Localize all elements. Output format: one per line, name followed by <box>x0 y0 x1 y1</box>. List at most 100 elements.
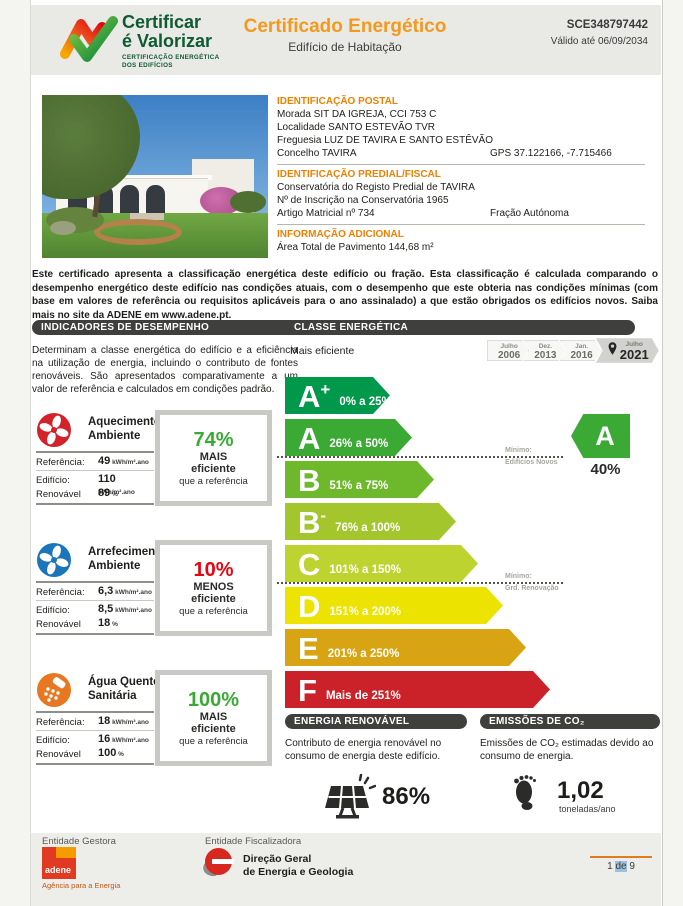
section-heading-postal: IDENTIFICAÇÃO POSTAL <box>277 96 398 107</box>
document-subtitle: Edifício de Habitação <box>288 40 402 54</box>
renewable-percent-value: 86% <box>382 783 431 810</box>
logo-tagline1: CERTIFICAÇÃO ENERGÉTICA <box>122 54 220 61</box>
solar-panel-icon <box>322 773 377 825</box>
renewable-row: Renovável 89 % <box>36 487 118 501</box>
regulation-year-tabs: Julho 2006 Dez. 2013 Jan. 2016 Julho 202… <box>487 338 659 363</box>
photo-path <box>94 219 182 245</box>
energy-class-bar-c: C 101% a 150% <box>285 545 478 582</box>
page-number-rule <box>590 856 652 858</box>
indicator-agua-quente: Água Quente Sanitária Referência: 18 kWh… <box>36 670 272 770</box>
selected-text: de <box>615 861 627 872</box>
photo-roof <box>52 175 212 180</box>
energia-renovavel-heading: ENERGIA RENOVÁVEL <box>285 714 467 729</box>
intro-paragraph: Este certificado apresenta a classificaç… <box>32 269 658 321</box>
efficiency-badge: 10% MENOS eficiente que a referência <box>155 540 272 636</box>
adene-tagline: Agência para a Energia <box>42 881 121 890</box>
header-bar <box>31 5 661 75</box>
reference-row: Referência: 6,3 kWh/m².ano <box>36 585 152 599</box>
emissoes-heading: EMISSÕES DE CO₂ <box>480 714 660 729</box>
energy-class-bar-b-minus: B -76% a 100% <box>285 503 456 540</box>
reference-row: Referência: 18 kWh/m².ano <box>36 715 149 729</box>
photo-arch <box>146 185 165 215</box>
photo-steps <box>130 213 164 220</box>
energy-class-bar-b: B 51% a 75% <box>285 461 434 498</box>
divider <box>36 763 154 765</box>
pin-icon <box>608 342 617 360</box>
indicator-title: Aquecimento Ambiente <box>88 416 161 442</box>
indicator-title: Água Quente Sanitária <box>88 676 160 702</box>
building-photo <box>42 95 268 258</box>
minimo-renovacao-label: Mínimo: <box>505 573 532 580</box>
footprint-icon <box>513 773 539 816</box>
mais-eficiente-label: Mais eficiente <box>290 345 355 357</box>
fan-icon <box>36 542 72 578</box>
energy-class-bar-d: D 151% a 200% <box>285 587 503 624</box>
energy-class-bar-f: F Mais de 251% <box>285 671 550 708</box>
page-number: 1 de 9 <box>607 861 635 872</box>
building-row: Edifício: 16 kWh/m².ano <box>36 733 149 747</box>
conservatoria-row: Conservatória do Registo Predial de TAVI… <box>277 182 475 193</box>
logo-line2: é Valorizar <box>122 31 213 51</box>
adene-logo-orange <box>56 847 76 858</box>
certificar-logo-icon <box>60 16 118 62</box>
divider <box>36 470 154 471</box>
indicator-title: Arrefecimento Ambiente <box>88 546 166 572</box>
indicator-arrefecimento: Arrefecimento Ambiente Referência: 6,3 k… <box>36 540 272 640</box>
dgeg-name: Direção Geral de Energia e Geologia <box>243 853 354 878</box>
indicadores-heading: INDICADORES DE DESEMPENHO <box>32 320 300 335</box>
classe-heading: CLASSE ENERGÉTICA <box>285 320 635 335</box>
divider <box>277 224 645 225</box>
energia-renovavel-description: Contributo de energia renovável no consu… <box>285 738 442 762</box>
section-heading-predial: IDENTIFICAÇÃO PREDIAL/FISCAL <box>277 169 441 180</box>
divider <box>36 581 154 583</box>
entidade-gestora-label: Entidade Gestora <box>42 836 116 847</box>
concelho-row: Concelho TAVIRA GPS 37.122166, -7.715466 <box>277 147 645 160</box>
artigo-value: Artigo Matricial nº 734 <box>277 208 375 219</box>
divider <box>36 600 154 601</box>
inscricao-row: Nº de Inscrição na Conservatória 1965 <box>277 195 449 206</box>
building-row: Edifício: 110 kWh/m².ano <box>36 473 135 497</box>
minimo-novos-label: Mínimo: <box>505 447 532 454</box>
energy-class-bar-a: A 26% a 50% <box>285 419 412 456</box>
energy-rating-percent: 40% <box>590 461 621 478</box>
reference-row: Referência: 49 kWh/m².ano <box>36 455 149 469</box>
area-row: Área Total de Pavimento 144,68 m² <box>277 242 434 253</box>
tab-jan-2016: Jan. 2016 <box>560 340 602 361</box>
minimo-novos-line <box>277 456 563 458</box>
logo-text: Certificar é Valorizar CERTIFICAÇÃO ENER… <box>122 13 220 69</box>
energy-class-bar-a-plus: A +0% a 25% <box>285 377 390 414</box>
co2-value: 1,02 <box>557 777 604 804</box>
building-row: Edifício: 8,5 kWh/m².ano <box>36 603 152 617</box>
emissoes-description: Emissões de CO₂ estimadas devido ao cons… <box>480 738 654 762</box>
indicator-aquecimento: Aquecimento Ambiente Referência: 49 kWh/… <box>36 410 272 510</box>
energy-rating-arrow: A <box>571 414 630 458</box>
concelho-value: Concelho TAVIRA <box>277 148 357 159</box>
dgeg-logo-icon <box>205 848 234 875</box>
divider <box>36 503 154 505</box>
entidade-fiscalizadora-label: Entidade Fiscalizadora <box>205 836 302 847</box>
photo-arch <box>120 185 139 215</box>
section-heading-adicional: INFORMAÇÃO ADICIONAL <box>277 229 404 240</box>
photo-small-tree <box>230 191 266 213</box>
gps-coordinates: GPS 37.122166, -7.715466 <box>490 148 612 159</box>
freguesia-row: Freguesia LUZ DE TAVIRA E SANTO ESTÊVÃO <box>277 135 493 146</box>
footer-bar <box>31 833 661 906</box>
efficiency-badge: 100% MAIS eficiente que a referência <box>155 670 272 766</box>
fan-icon <box>36 412 72 448</box>
efficiency-badge: 74% MAIS eficiente que a referência <box>155 410 272 506</box>
morada-row: Morada SIT DA IGREJA, CCI 753 C <box>277 109 437 120</box>
divider <box>36 451 154 453</box>
tab-julho-2021: Julho 2021 <box>596 338 659 363</box>
tab-julho-2006: Julho 2006 <box>487 340 529 361</box>
renewable-row: Renovável 18 % <box>36 617 118 631</box>
renewable-row: Renovável 100 % <box>36 747 124 761</box>
energy-class-bar-e: E 201% a 250% <box>285 629 526 666</box>
shower-icon <box>36 672 72 708</box>
adene-logo-name: adene <box>45 865 72 875</box>
adene-logo: adene <box>42 847 76 879</box>
localidade-row: Localidade SANTO ESTEVÃO TVR <box>277 122 436 133</box>
valid-until: Válido até 06/09/2034 <box>550 36 648 47</box>
identification-column: IDENTIFICAÇÃO POSTAL Morada SIT DA IGREJ… <box>277 95 645 254</box>
fracao-autonoma: Fração Autónoma <box>490 208 569 219</box>
